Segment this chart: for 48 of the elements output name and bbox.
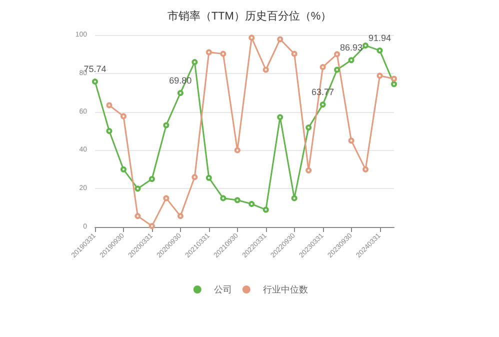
point <box>348 57 354 64</box>
point <box>92 78 98 85</box>
point <box>334 51 340 58</box>
point <box>320 64 326 70</box>
point <box>348 138 354 144</box>
point <box>163 122 170 128</box>
point <box>163 195 170 202</box>
point <box>206 49 212 56</box>
point <box>306 167 312 174</box>
point <box>291 50 298 57</box>
point <box>234 197 240 204</box>
point <box>120 166 126 172</box>
point <box>220 195 226 202</box>
data-label: 91.94 <box>368 32 392 43</box>
point <box>376 72 383 79</box>
point <box>362 166 369 172</box>
point <box>177 213 184 220</box>
data-label: 86.93 <box>340 42 363 53</box>
point <box>120 113 126 120</box>
point <box>376 47 383 54</box>
point <box>206 174 212 181</box>
point <box>234 147 240 154</box>
point <box>277 114 284 120</box>
point <box>262 206 269 213</box>
point <box>391 81 397 88</box>
point <box>192 59 198 66</box>
point <box>334 66 340 73</box>
point <box>320 102 326 108</box>
legend-label: 行业中位数 <box>263 284 308 294</box>
point <box>362 42 369 49</box>
point <box>106 102 112 108</box>
point <box>134 186 141 192</box>
point <box>148 176 155 182</box>
point <box>220 50 226 57</box>
chart-title: 市销率（TTM）历史百分位（%） <box>167 10 332 22</box>
legend-label: 公司 <box>214 284 232 294</box>
point <box>291 195 298 202</box>
point <box>306 124 312 131</box>
point <box>391 76 397 82</box>
point <box>177 90 184 96</box>
point <box>248 34 255 41</box>
point <box>248 200 255 207</box>
point <box>262 66 269 73</box>
point <box>106 128 112 134</box>
point <box>134 213 141 220</box>
point <box>148 223 155 230</box>
point <box>192 174 198 180</box>
point <box>277 36 284 42</box>
